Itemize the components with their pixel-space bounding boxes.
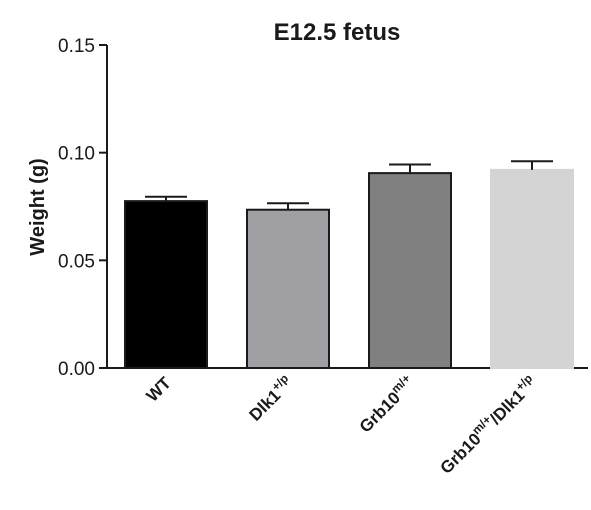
bar-4 [490, 168, 574, 369]
x-tick-label-2: Dlk1+/p [243, 371, 296, 424]
x-tick-label-3: Grb10m/+ [354, 371, 419, 436]
bar-1 [124, 200, 208, 369]
bar-2 [246, 208, 330, 369]
y-axis-label: Weight (g) [27, 158, 49, 255]
x-tick-label-4: Grb10m/+/Dlk1+/p [434, 371, 540, 477]
y-tick-label: 0.10 [58, 144, 95, 165]
chart-title: E12.5 fetus [274, 19, 401, 46]
y-tick-label: 0.05 [58, 251, 95, 272]
y-tick-label: 0.15 [58, 36, 95, 57]
y-tick-label: 0.00 [58, 359, 95, 380]
x-tick-label-1: WT [143, 373, 176, 406]
bar-3 [368, 172, 452, 369]
